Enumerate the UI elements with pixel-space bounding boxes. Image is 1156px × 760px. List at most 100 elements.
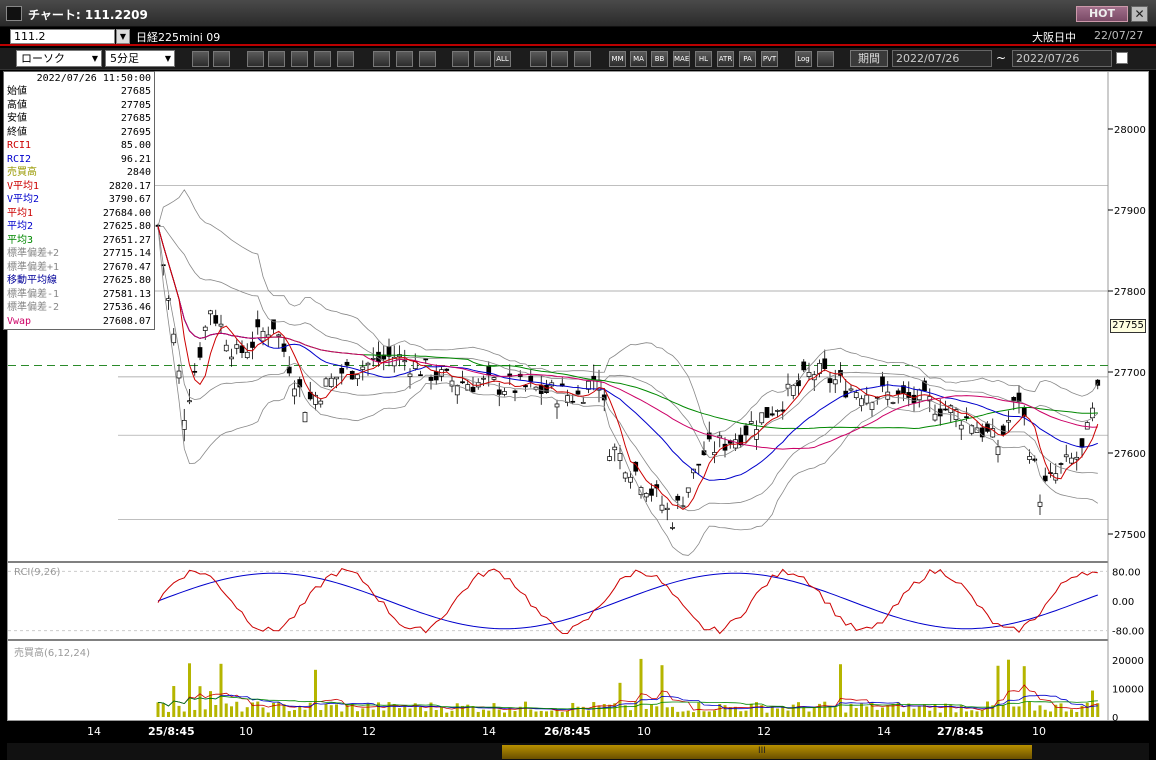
volume-bar: [461, 705, 464, 717]
price-chart[interactable]: 28000 27900 27800 27700 27600 27500 RCI(9,26) 8…: [8, 72, 1150, 722]
pen-tool-icon[interactable]: [373, 51, 390, 67]
data-panel-label: 平均2: [7, 221, 34, 232]
date-to-field[interactable]: 2022/07/26: [1012, 50, 1112, 67]
volume-bar: [986, 701, 989, 717]
boxes-tool-icon[interactable]: [452, 51, 469, 67]
data-panel-row: 安値 27685: [4, 112, 154, 126]
price-tick-label: 27600: [1114, 449, 1146, 460]
price-tick-label: 27900: [1114, 206, 1146, 217]
volume-bar: [445, 712, 449, 717]
select-tool-icon[interactable]: [396, 51, 413, 67]
price-tick-label: 27800: [1114, 287, 1146, 298]
volume-bar: [833, 707, 837, 717]
box-b-tool-icon[interactable]: [474, 51, 491, 67]
mmm-tool-icon[interactable]: MM: [609, 51, 626, 67]
price-tick-label: 27500: [1114, 530, 1146, 541]
compare-tool-icon[interactable]: [314, 51, 331, 67]
bollinger-band-line: [158, 226, 1099, 458]
data-panel-label: 標準偏差-2: [7, 302, 60, 313]
palette-tool-icon[interactable]: [574, 51, 591, 67]
all-tool-icon[interactable]: ALL: [494, 51, 511, 67]
candle-body: [670, 526, 675, 529]
zoom-tool-icon[interactable]: [192, 51, 209, 67]
hot-button[interactable]: HOT: [1076, 6, 1128, 22]
volume-bar: [1038, 705, 1042, 717]
table-tool-icon[interactable]: [291, 51, 308, 67]
chart-area[interactable]: 28000 27900 27800 27700 27600 27500 RCI(9,26) 8…: [7, 71, 1150, 722]
candle-body: [313, 394, 318, 405]
volume-bar: [245, 707, 249, 717]
volume-bar: [560, 712, 564, 717]
candle-body: [964, 416, 969, 419]
bb-tool-icon[interactable]: BB: [651, 51, 668, 67]
volume-bar: [403, 706, 407, 717]
candle-body: [979, 427, 985, 438]
volume-bar: [854, 708, 858, 717]
candle-body: [1042, 475, 1048, 482]
down-tool-icon[interactable]: [247, 51, 264, 67]
chart-type-select[interactable]: ローソク ▼: [16, 50, 102, 67]
search-tool-icon[interactable]: [268, 51, 285, 67]
symbol-dropdown-icon[interactable]: ▼: [116, 29, 130, 44]
candle-body: [355, 374, 360, 380]
bollinger-band-line: [157, 189, 1099, 435]
data-panel-row: 標準偏差+2 27715.14: [4, 247, 154, 261]
candle-body: [775, 410, 780, 412]
data-panel-label: V平均2: [7, 194, 40, 205]
interval-select[interactable]: 5分足 ▼: [105, 50, 175, 67]
data-panel-row: 標準偏差+1 27670.47: [4, 261, 154, 275]
grid-tool-icon[interactable]: [213, 51, 230, 67]
volume-bar: [639, 658, 643, 717]
data-panel-label: 平均3: [7, 234, 34, 246]
candle-body: [1032, 458, 1038, 461]
volume-bar: [508, 708, 512, 717]
volume-bar: [324, 703, 328, 717]
wrench-tool-icon[interactable]: [551, 51, 568, 67]
candle-body: [502, 391, 507, 395]
hl-tool-icon[interactable]: HL: [695, 51, 712, 67]
data-panel-row: 平均2 27625.80: [4, 220, 154, 234]
disabled-tool-icon[interactable]: [337, 51, 354, 67]
volume-bar: [996, 665, 1000, 717]
volume-bar: [917, 705, 921, 717]
volume-bar: [392, 704, 396, 717]
volume-bar: [1096, 703, 1100, 717]
data-panel-value: 3790.67: [108, 194, 151, 205]
date-from-field[interactable]: 2022/07/26: [892, 50, 992, 67]
rci1-line: [157, 568, 1098, 635]
volume-bar: [849, 703, 853, 717]
data-panel-value: 27625.80: [102, 221, 151, 232]
volume-bar: [613, 703, 617, 717]
time-tick-label: 10: [239, 725, 253, 738]
volume-bar: [429, 702, 433, 717]
range-checkbox[interactable]: [1116, 52, 1128, 64]
instrument-name: 日経225mini 09: [136, 31, 221, 44]
period-button[interactable]: 期間: [850, 50, 888, 67]
mae-tool-icon[interactable]: MAE: [673, 51, 690, 67]
volume-bar: [534, 711, 538, 717]
volume-bar: [1070, 709, 1073, 717]
horizontal-scrollbar[interactable]: III: [7, 743, 1149, 760]
ma-tool-icon[interactable]: MA: [630, 51, 647, 67]
candle-body: [649, 488, 654, 496]
atr-tool-icon[interactable]: ATR: [717, 51, 734, 67]
volume-bar: [188, 663, 191, 717]
close-button[interactable]: ✕: [1131, 6, 1148, 22]
volume-bar: [823, 701, 827, 717]
pvt-tool-icon[interactable]: PVT: [761, 51, 778, 67]
bollinger-band-line: [157, 226, 1098, 512]
pattern-tool-icon[interactable]: [530, 51, 547, 67]
para-tool-icon[interactable]: PA: [739, 51, 756, 67]
toolbar: ローソク ▼ 5分足 ▼ ALL MM MA BB MAE HL ATR PA PVT Log 期間 …: [0, 48, 1156, 70]
scroll-thumb[interactable]: III: [502, 745, 1032, 759]
data-panel-value: 27715.14: [102, 248, 151, 259]
copy-tool-icon[interactable]: [817, 51, 834, 67]
candle-body: [643, 493, 649, 498]
candle-body: [323, 378, 329, 387]
draw-tool-icon[interactable]: [419, 51, 436, 67]
log-tool-icon[interactable]: Log: [795, 51, 812, 67]
symbol-input[interactable]: 111.2: [10, 29, 115, 44]
volume-bar: [723, 705, 727, 717]
volume-bar: [198, 686, 202, 717]
volume-bar: [629, 710, 632, 717]
